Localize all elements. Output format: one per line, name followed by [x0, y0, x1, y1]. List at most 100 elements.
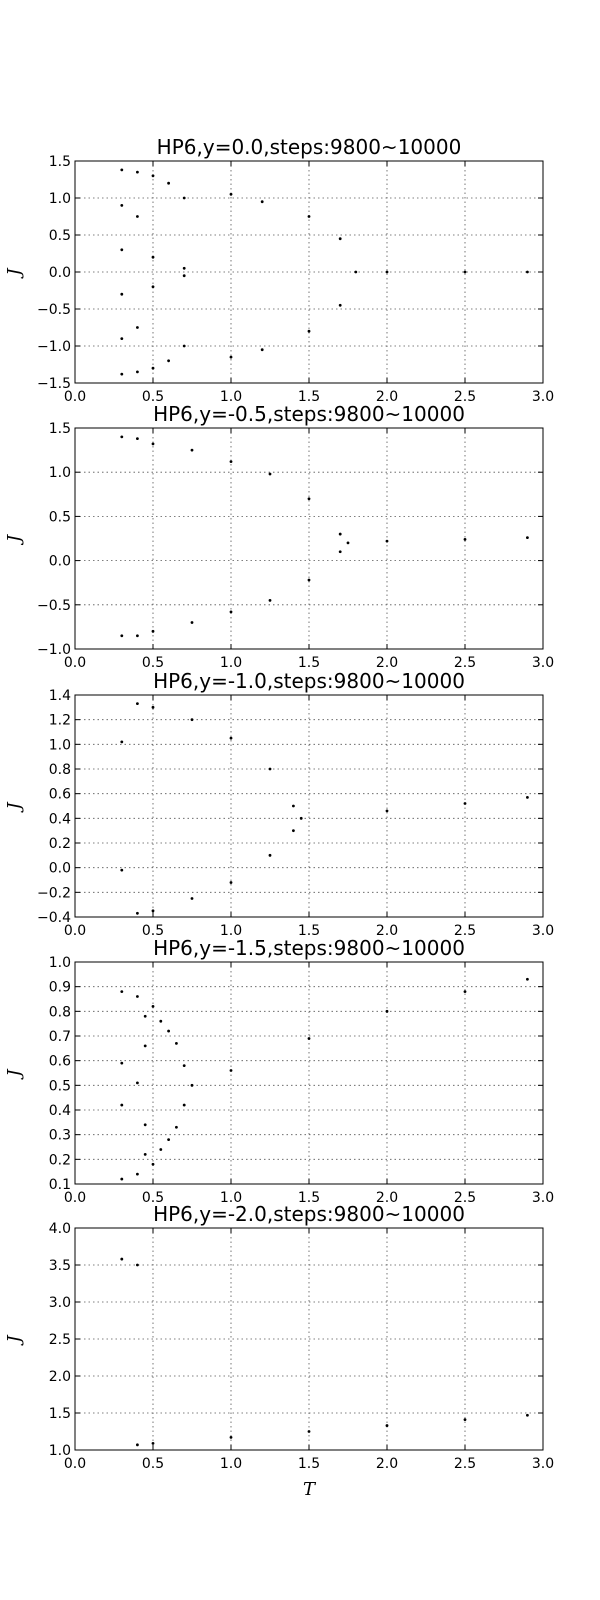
data-point: [136, 1263, 139, 1267]
x-tick-label: 1.5: [298, 1456, 320, 1472]
y-tick-label: −0.5: [37, 302, 71, 318]
x-tick-label: 2.5: [454, 1190, 476, 1206]
x-tick-label: 2.0: [376, 655, 398, 671]
y-tick-label: −0.4: [37, 910, 71, 926]
x-tick-label: 2.0: [376, 389, 398, 405]
data-point: [526, 270, 529, 274]
data-point: [120, 868, 124, 872]
data-point: [120, 372, 124, 376]
data-point: [136, 911, 139, 915]
data-point: [463, 537, 467, 541]
y-axis-label: J: [4, 533, 25, 546]
data-point: [167, 1029, 171, 1033]
y-tick-label: 0.5: [49, 228, 71, 244]
x-axis-label: T: [303, 1479, 317, 1500]
y-tick-label: 3.5: [49, 1258, 71, 1274]
y-tick-label: 1.2: [49, 713, 71, 729]
data-point: [190, 1083, 194, 1087]
x-tick-label: 1.0: [220, 389, 242, 405]
x-tick-label: 1.0: [220, 1456, 242, 1472]
data-point: [463, 270, 467, 274]
x-tick-label: 2.5: [454, 389, 476, 405]
y-tick-label: 0.5: [49, 509, 71, 525]
data-point: [136, 370, 139, 374]
data-point: [307, 1430, 311, 1433]
data-point: [229, 1069, 233, 1072]
chart-panel-2: 0.0 0.5 1.0 1.5 2.0 2.5 3.0 1.5 1.0 0.5 0.0 −0.5 −1.…: [4, 402, 554, 671]
y-tick-label: 1.5: [49, 154, 71, 170]
data-point: [229, 881, 233, 884]
x-tick-label: 2.5: [454, 1456, 476, 1472]
x-tick-label: 2.0: [376, 1456, 398, 1472]
data-point: [151, 285, 155, 289]
y-axis-label: J: [4, 1068, 25, 1081]
y-tick-label: 3.0: [49, 1295, 71, 1311]
y-tick-label: −1.5: [37, 376, 71, 392]
data-point: [159, 1148, 163, 1151]
plot-frame: [74, 427, 544, 650]
y-tick-label: 0.3: [49, 1128, 71, 1144]
data-point: [292, 804, 295, 808]
y-tick-label: 0.4: [49, 811, 71, 827]
data-point: [229, 192, 233, 196]
data-point: [229, 610, 233, 614]
data-point: [136, 1081, 139, 1085]
y-tick-label: 0.1: [49, 1177, 71, 1193]
data-point: [175, 1042, 178, 1045]
data-point: [385, 539, 389, 543]
x-tick-label: 0.0: [64, 389, 86, 405]
data-point: [143, 1044, 147, 1048]
y-tick-label: 0.2: [49, 836, 71, 852]
data-point: [268, 853, 272, 857]
data-point: [260, 348, 264, 352]
data-point: [167, 1138, 171, 1141]
y-tick-label: 0.6: [49, 1054, 71, 1070]
y-tick-label: 1.0: [49, 955, 71, 971]
data-point: [463, 990, 467, 993]
x-tick-label: 0.5: [142, 389, 164, 405]
data-point: [151, 366, 155, 370]
x-tick-label: 0.5: [142, 1456, 164, 1472]
x-tick-label: 0.5: [142, 655, 164, 671]
chart-title: HP6,y=-1.0,steps:9800~10000: [153, 669, 465, 693]
y-tick-label: 0.5: [49, 1078, 71, 1094]
x-tick-label: 2.0: [376, 1190, 398, 1206]
data-point: [385, 1009, 389, 1013]
data-point: [385, 270, 389, 274]
data-point: [120, 168, 124, 172]
data-point: [190, 897, 194, 900]
x-tick-label: 0.0: [64, 1456, 86, 1472]
x-tick-label: 3.0: [532, 923, 554, 939]
y-tick-label: 0.8: [49, 762, 71, 778]
data-point: [120, 204, 124, 207]
x-tick-label: 0.0: [64, 923, 86, 939]
data-point: [136, 437, 139, 441]
data-point: [175, 1125, 178, 1129]
data-point: [120, 634, 124, 638]
x-tick-label: 1.5: [298, 923, 320, 939]
data-point: [182, 266, 186, 270]
y-tick-label: 0.0: [49, 861, 71, 877]
data-point: [120, 435, 124, 439]
x-tick-label: 3.0: [532, 389, 554, 405]
data-point: [151, 629, 155, 633]
chart-title: HP6,y=-2.0,steps:9800~10000: [153, 1202, 465, 1226]
data-point: [338, 303, 342, 307]
y-tick-label: 2.0: [49, 1369, 71, 1385]
data-point: [268, 598, 272, 602]
y-tick-label: 0.0: [49, 554, 71, 570]
data-point: [120, 292, 124, 296]
data-point: [120, 1061, 124, 1065]
y-tick-label: 1.0: [49, 737, 71, 753]
data-point: [151, 705, 155, 709]
y-tick-label: 0.9: [49, 980, 71, 996]
data-point: [346, 541, 350, 545]
data-point: [136, 995, 139, 998]
data-point: [151, 1441, 155, 1445]
data-point: [159, 1019, 163, 1023]
y-tick-label: −0.5: [37, 598, 71, 614]
chart-panel-5: 0.0 0.5 1.0 1.5 2.0 2.5 3.0 4.0 3.5 3.0 2.5 2.0 1.5 1…: [4, 1202, 554, 1500]
x-tick-label: 1.0: [220, 923, 242, 939]
data-point: [143, 1123, 147, 1127]
